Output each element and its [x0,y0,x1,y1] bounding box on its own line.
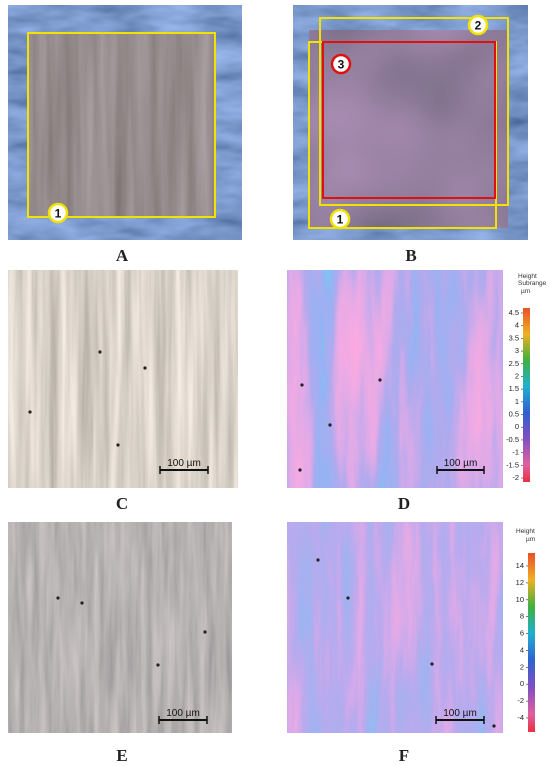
colorbar-tick-label: 4 [520,645,524,654]
colorbar [523,308,530,482]
speck [316,558,320,562]
colorbar-tick-label: 3.5 [509,333,519,342]
speck [492,724,496,728]
colorbar-tick-label: -2 [512,473,519,482]
colorbar-tick-label: 2 [520,662,524,671]
speck [298,468,302,472]
scale-bar-label: 100 µm [443,708,477,719]
speck [143,366,147,370]
speck [378,378,382,382]
colorbar-tick-label: 8 [520,612,524,621]
colorbar-tick-label: 2.5 [509,359,519,368]
speck [116,443,120,447]
speck [346,596,350,600]
colorbar-unit: µm [521,288,530,295]
colorbar-tick-label: -2 [517,696,524,705]
colorbar-tick-label: 0.5 [509,410,519,419]
colorbar-tick-label: 1.5 [509,384,519,393]
panel-label: E [116,746,127,765]
image-f [287,522,503,733]
colorbar-tick-label: 10 [516,595,524,604]
speck [156,663,160,667]
panel-label: A [116,246,129,265]
colorbar-tick-label: 0 [515,422,519,431]
speck [28,410,32,414]
speck [430,662,434,666]
speck [98,350,102,354]
region-outline [27,32,216,218]
colorbar [528,553,535,732]
scale-bar-label: 100 µm [167,458,201,469]
sample-area [28,33,215,217]
marker-number: 2 [475,19,482,33]
colorbar-subtitle: Subrange [518,280,547,287]
speck [300,383,304,387]
speck [56,596,60,600]
marker-badge [330,53,352,75]
marker-number: 1 [55,207,62,221]
colorbar-tick-label: 4.5 [509,308,519,317]
colorbar-tick-label: 0 [520,679,524,688]
marker-number: 1 [337,213,344,227]
colorbar-tick-label: 4 [515,321,519,330]
panel-label: B [405,246,416,265]
speck [203,630,207,634]
image-d [287,270,503,488]
panel-label: D [398,494,410,513]
colorbar-title: Height [518,273,537,280]
marker-number: 3 [338,58,345,72]
colorbar-tick-label: -0.5 [506,435,519,444]
colorbar-tick-label: -1 [512,448,519,457]
colorbar-tick-label: 12 [516,578,524,587]
image-e [8,522,232,733]
scale-bar-label: 100 µm [166,708,200,719]
panel-label: F [399,746,409,765]
colorbar-tick-label: 1 [515,397,519,406]
region-outline [319,17,509,206]
marker-badge [47,202,69,224]
region-outline [322,41,496,199]
scale-bar-label: 100 µm [444,458,478,469]
image-c [8,270,238,488]
colorbar-tick-label: 6 [520,629,524,638]
colorbar-tick-label: -1.5 [506,460,519,469]
colorbar-unit: µm [526,536,535,543]
colorbar-title: Height [516,528,535,535]
marker-badge [467,14,489,36]
marker-badge [329,208,351,230]
speck [80,601,84,605]
colorbar-tick-label: 3 [515,346,519,355]
colorbar-tick-label: 14 [516,561,524,570]
panel-label: C [116,494,128,513]
speck [328,423,332,427]
colorbar-tick-label: -4 [517,713,524,722]
colorbar-tick-label: 2 [515,371,519,380]
